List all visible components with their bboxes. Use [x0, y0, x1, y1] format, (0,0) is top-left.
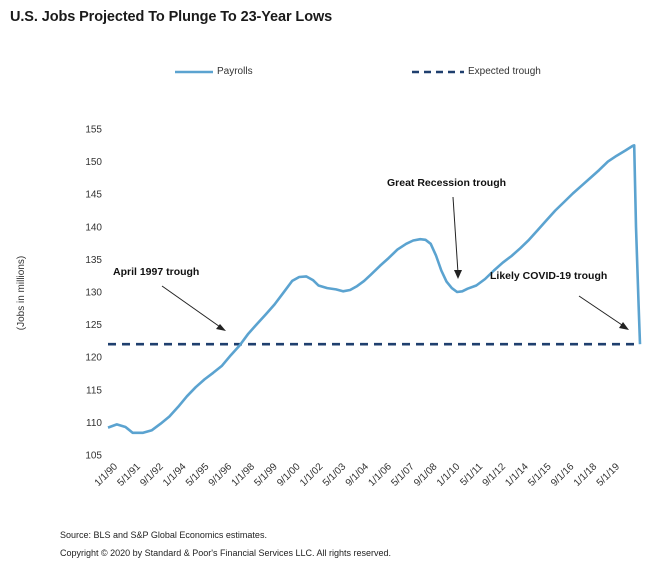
- y-tick-label: 135: [85, 255, 102, 266]
- legend-swatch-expected-trough: [412, 70, 464, 73]
- annotation-arrowhead-covid: [619, 322, 629, 330]
- x-tick-label: 5/1/99: [252, 461, 280, 489]
- x-tick-label: 5/1/07: [389, 461, 417, 489]
- footer-source: Source: BLS and S&P Global Economics est…: [60, 530, 267, 540]
- annotation-great-recession: Great Recession trough: [387, 177, 506, 189]
- x-tick-label: 5/1/15: [526, 461, 554, 489]
- x-tick-label: 5/1/11: [458, 461, 485, 488]
- x-tick-label: 1/1/10: [435, 461, 463, 489]
- legend: Payrolls Expected trough: [0, 66, 663, 86]
- x-tick-label: 9/1/04: [344, 461, 372, 489]
- payrolls-line: [107, 144, 642, 435]
- x-tick-label: 9/1/96: [207, 461, 235, 489]
- x-tick-label: 1/1/90: [93, 461, 121, 489]
- y-tick-label: 105: [85, 451, 102, 462]
- y-tick-label: 130: [85, 288, 102, 299]
- y-axis-label: (Jobs in millions): [16, 256, 27, 330]
- x-tick-label: 5/1/19: [595, 461, 623, 489]
- annotation-arrowhead-great-recession: [454, 270, 462, 279]
- legend-item-payrolls: Payrolls: [175, 66, 253, 77]
- x-tick-label: 1/1/06: [366, 461, 394, 489]
- legend-item-expected-trough: Expected trough: [412, 66, 541, 77]
- annotation-arrow-covid: [578, 295, 626, 328]
- annotation-arrow-april-1997: [161, 285, 224, 330]
- x-tick-label: 1/1/94: [161, 461, 189, 489]
- y-tick-label: 155: [85, 125, 102, 136]
- annotation-covid: Likely COVID-19 trough: [490, 270, 607, 282]
- legend-label-payrolls: Payrolls: [217, 66, 253, 77]
- y-tick-label: 145: [85, 190, 102, 201]
- x-tick-label: 5/1/03: [321, 461, 349, 489]
- x-tick-label: 1/1/98: [230, 461, 258, 489]
- legend-swatch-payrolls: [175, 70, 213, 73]
- x-tick-label: 9/1/16: [549, 461, 577, 489]
- x-tick-label: 5/1/95: [184, 461, 212, 489]
- y-tick-label: 115: [86, 385, 102, 396]
- x-tick-label: 9/1/92: [138, 461, 166, 489]
- x-tick-label: 1/1/18: [572, 461, 600, 489]
- y-tick-label: 110: [86, 418, 102, 429]
- x-tick-label: 9/1/12: [481, 461, 509, 489]
- y-tick-label: 125: [85, 320, 102, 331]
- x-tick-label: 5/1/91: [115, 461, 143, 489]
- legend-label-expected-trough: Expected trough: [468, 66, 541, 77]
- y-tick-label: 150: [85, 157, 102, 168]
- x-tick-label: 1/1/02: [298, 461, 326, 489]
- y-tick-label: 120: [85, 353, 102, 364]
- footer-copyright: Copyright © 2020 by Standard & Poor's Fi…: [60, 548, 392, 558]
- annotation-arrowhead-april-1997: [216, 324, 226, 331]
- annotation-arrow-great-recession: [452, 196, 459, 274]
- annotation-april-1997: April 1997 trough: [113, 266, 199, 278]
- x-tick-label: 9/1/08: [412, 461, 440, 489]
- y-tick-label: 140: [85, 222, 102, 233]
- x-tick-label: 9/1/00: [275, 461, 303, 489]
- chart-title: U.S. Jobs Projected To Plunge To 23-Year…: [10, 9, 333, 25]
- x-tick-label: 1/1/14: [503, 461, 531, 489]
